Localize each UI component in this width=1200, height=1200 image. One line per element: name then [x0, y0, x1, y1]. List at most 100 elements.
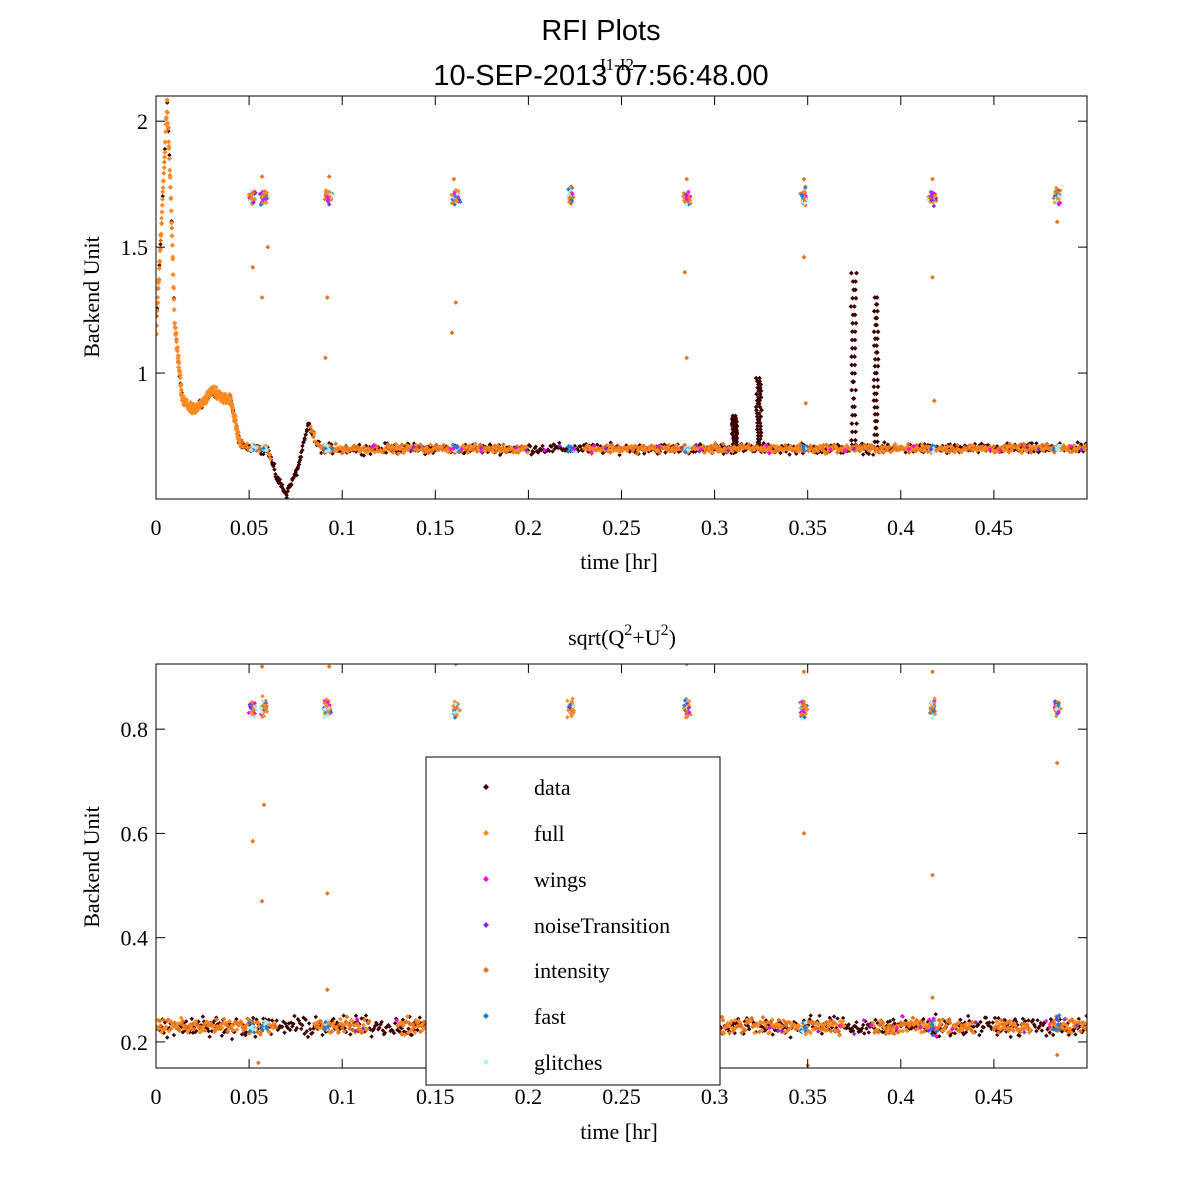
- bottom-point-cal-1876: [686, 710, 691, 715]
- top-point-glitch-2563: [801, 443, 806, 449]
- top-point-data-648: [794, 451, 799, 456]
- bottom-point-data-761: [1004, 1029, 1009, 1034]
- top-point-full-start-2088: [190, 405, 196, 411]
- bottom-point-glitch-1653: [247, 1029, 252, 1034]
- bottom-point-full-1392: [818, 1027, 824, 1033]
- top-point-data-592: [731, 450, 736, 456]
- top-point-outlier-2717: [682, 269, 688, 275]
- top-point-cal-2654: [1055, 196, 1060, 201]
- bottom-point-data-754: [996, 1015, 1001, 1021]
- bottom-point-data-728: [967, 1018, 972, 1024]
- bottom-point-glitch-1651: [250, 1027, 256, 1032]
- top-point-full-1664: [782, 446, 787, 452]
- bottom-point-full-1337: [767, 1029, 772, 1035]
- bottom-point-data-694: [929, 1030, 934, 1036]
- bottom-point-full-985: [331, 1020, 337, 1026]
- bottom-point-data-746: [987, 1020, 992, 1025]
- top-point-full-start-2007: [160, 189, 166, 195]
- top-point-full-1669: [786, 446, 792, 452]
- top-point-data-spike-1076: [874, 343, 880, 348]
- top-point-full-1525: [652, 444, 658, 449]
- top-point-full-1296: [383, 446, 389, 452]
- top-point-outlier-2716: [684, 176, 690, 182]
- top-point-full-1951: [1049, 447, 1054, 452]
- top-point-data-spike-1062: [874, 391, 879, 397]
- top-point-full-1608: [729, 449, 735, 454]
- top-point-data-558: [693, 449, 698, 454]
- top-point-wings-2693: [572, 447, 577, 452]
- bottom-point-full-1339: [769, 1024, 774, 1030]
- bottom-point-data-135: [304, 1029, 310, 1034]
- legend-entry-noise-transition: noiseTransition: [483, 913, 670, 938]
- top-point-full-1871: [974, 448, 980, 453]
- top-point-full-1796: [904, 447, 910, 453]
- top-point-data-499: [627, 449, 632, 454]
- top-point-data-spike-1006: [853, 429, 859, 435]
- bottom-point-data-596: [819, 1031, 825, 1036]
- top-point-wings-2679: [679, 445, 684, 450]
- bottom-point-full-1035: [405, 1030, 411, 1036]
- bottom-ytick-label-1: 0.4: [121, 926, 149, 951]
- bottom-point-data-26: [182, 1028, 188, 1033]
- bottom-point-data-715: [952, 1031, 957, 1036]
- bottom-point-full-907: [221, 1016, 227, 1022]
- top-point-full-1981: [1077, 444, 1082, 450]
- top-ytick-label-2: 2: [137, 109, 148, 134]
- bottom-point-full-1321: [752, 1030, 758, 1036]
- bottom-point-data-629: [856, 1029, 861, 1034]
- top-point-glitch-2314: [264, 447, 269, 453]
- bottom-point-data-722: [960, 1030, 965, 1035]
- top-point-full-start-2057: [178, 387, 184, 393]
- bottom-point-full-994: [339, 1025, 345, 1031]
- bottom-point-glitch-1648: [250, 1022, 256, 1027]
- top-xtick-label-1: 0.05: [230, 515, 269, 540]
- top-point-data-811: [976, 450, 981, 455]
- top-point-data-spike-1004: [853, 437, 858, 443]
- bottom-point-cal-1996: [930, 705, 935, 710]
- top-point-data-spike-979: [754, 407, 759, 413]
- bottom-point-full-1013: [357, 1027, 363, 1033]
- bottom-point-full-1489: [936, 1017, 942, 1023]
- top-point-data-562: [697, 442, 703, 447]
- bottom-point-full-956: [267, 1030, 272, 1035]
- bottom-point-outlier-2100: [259, 898, 265, 904]
- bottom-point-data-723: [961, 1032, 966, 1037]
- bottom-point-glitch-2056: [1051, 1027, 1056, 1032]
- top-point-full-start-2202: [232, 413, 238, 419]
- top-point-data-spike-987: [756, 394, 761, 400]
- top-point-cal-2395: [452, 202, 457, 207]
- bottom-xtick-label-8: 0.4: [887, 1084, 915, 1109]
- bottom-point-full-887: [202, 1028, 208, 1033]
- top-point-cal-2353: [325, 197, 331, 203]
- top-point-data-730: [885, 442, 890, 447]
- top-point-full-1331: [416, 447, 421, 452]
- top-point-glitch-2364: [326, 448, 332, 453]
- bottom-xtick-label-0: 0: [151, 1084, 162, 1109]
- bottom-point-data-119: [286, 1021, 292, 1026]
- bottom-point-data-826: [1076, 1016, 1081, 1022]
- top-point-full-start-2015: [163, 129, 169, 135]
- top-point-full-1721: [835, 450, 840, 455]
- bottom-point-full-960: [270, 1025, 276, 1031]
- bottom-point-wings-2071: [927, 1017, 932, 1022]
- top-xtick-label-0: 0: [151, 515, 162, 540]
- bottom-point-full-910: [224, 1022, 230, 1028]
- bottom-point-data-636: [864, 1026, 869, 1031]
- top-point-full-1302: [389, 443, 394, 449]
- top-point-full-1539: [665, 445, 671, 451]
- top-point-outlier-2707: [259, 295, 265, 300]
- top-point-full-start-2201: [232, 416, 238, 422]
- bottom-point-data-801: [1048, 1017, 1054, 1022]
- bottom-point-full-1567: [1027, 1027, 1033, 1033]
- top-point-cal-2604: [929, 198, 934, 203]
- top-point-data-436: [557, 440, 562, 446]
- bottom-point-cal-1937: [800, 713, 805, 718]
- top-point-full-1946: [1044, 441, 1050, 447]
- bottom-point-full-1481: [929, 1023, 934, 1029]
- top-point-data-431: [551, 442, 556, 447]
- top-point-full-start-2023: [166, 139, 172, 145]
- bottom-point-cal-1685: [264, 709, 270, 714]
- bottom-point-cal-1866: [687, 699, 692, 704]
- top-point-cal-2300: [261, 197, 266, 202]
- top-point-data-spike-960: [756, 439, 762, 445]
